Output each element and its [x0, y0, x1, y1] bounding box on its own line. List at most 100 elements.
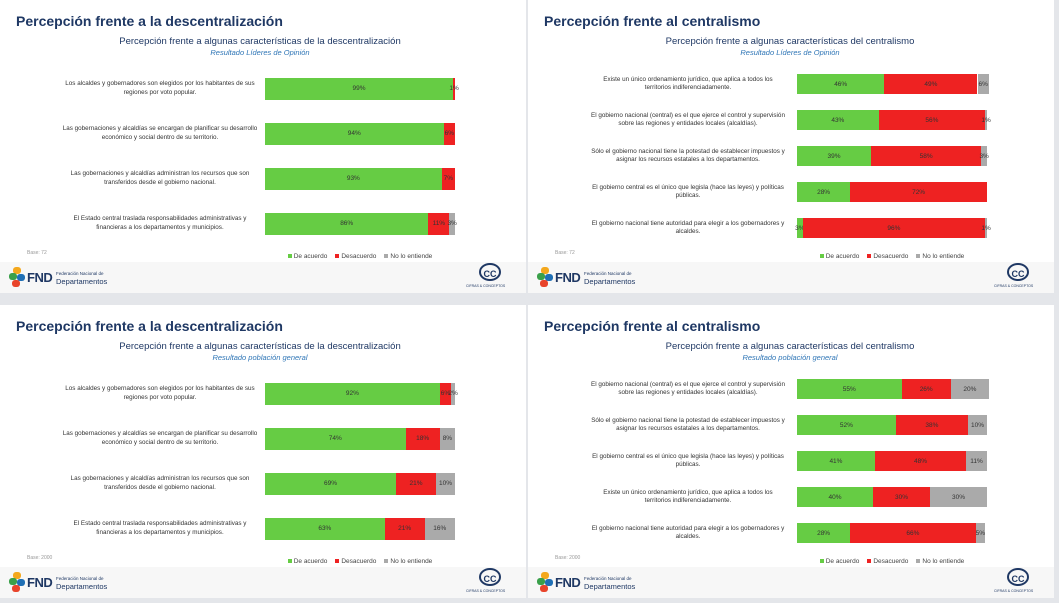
slide: Percepción frente a la descentralización… — [0, 305, 526, 598]
category-label: El gobierno central es el único que legi… — [592, 183, 784, 200]
legend-text: No lo entiende — [922, 558, 965, 565]
category-label: Las gobernaciones y alcaldías se encarga… — [62, 125, 258, 141]
legend-item: Desacuerdo — [335, 558, 376, 565]
chart-note: Resultado Líderes de Opinión — [210, 48, 310, 57]
data-label: 99% — [352, 85, 366, 92]
data-label: 21% — [409, 480, 423, 487]
bar-segment: 93% — [265, 167, 442, 190]
data-label: 6% — [440, 390, 451, 397]
bar-segment: 10% — [968, 415, 987, 435]
bar-segment: 49% — [884, 74, 978, 94]
bar-segment: 18% — [405, 427, 440, 450]
legend: De acuerdo Desacuerdo No lo entiende — [205, 558, 515, 565]
bar-segment: 38% — [895, 415, 968, 435]
data-label: 1% — [981, 224, 991, 232]
fnd-icon — [537, 267, 553, 287]
footer: FND Federación Nacional de Departamentos CC… — [0, 567, 526, 598]
legend: De acuerdo Desacuerdo No lo entiende — [737, 253, 1047, 260]
bar-segment: 3% — [447, 212, 457, 235]
bar-segment: 28% — [797, 182, 851, 202]
data-label: 52% — [839, 421, 853, 429]
bar-segment: 74% — [265, 427, 406, 450]
icon-part — [9, 273, 17, 280]
icon-part — [13, 572, 21, 579]
fnd-abbr: FND — [555, 270, 581, 285]
data-label: 6% — [978, 80, 988, 88]
bar-segment: 1% — [981, 110, 991, 130]
base-note: Base: 2000 — [27, 555, 53, 561]
category-label: El gobierno nacional (central) es el que… — [591, 111, 785, 128]
fnd-abbr: FND — [555, 575, 581, 590]
data-label: 63% — [318, 525, 332, 532]
legend-swatch — [916, 559, 921, 564]
fnd-big: Departamentos — [56, 277, 108, 286]
icon-part — [540, 280, 548, 287]
data-label: 2% — [448, 390, 458, 397]
data-label: 10% — [438, 480, 452, 487]
cc-mark: CC — [1007, 568, 1029, 586]
bar-segment: 43% — [797, 110, 879, 130]
data-label: 3% — [795, 224, 805, 232]
legend-item: Desacuerdo — [335, 253, 376, 260]
fnd-small: Federación Nacional de — [56, 271, 104, 276]
category-label: Sólo el gobierno nacional tiene la potes… — [591, 416, 785, 433]
data-label: 43% — [831, 116, 845, 124]
legend-swatch — [819, 559, 824, 564]
bar-segment: 6% — [443, 122, 455, 145]
cc-name: CIFRAS & CONCEPTOS — [994, 589, 1034, 593]
bar-segment: 72% — [850, 182, 987, 202]
data-label: 69% — [324, 480, 338, 487]
bar-segment: 92% — [265, 382, 440, 405]
slide-title: Percepción frente al centralismo — [544, 318, 761, 334]
slide-title: Percepción frente al centralismo — [544, 13, 761, 29]
bar-segment: 39% — [797, 146, 872, 166]
bar-segment: 26% — [901, 379, 951, 399]
fnd-icon — [9, 572, 25, 592]
category-label: El gobierno nacional (central) es el que… — [591, 380, 785, 397]
bar-segment: 11% — [428, 212, 450, 235]
category-label: El Estado central traslada responsabilid… — [73, 215, 247, 231]
bar-segment: 3% — [979, 146, 989, 166]
legend-swatch — [384, 254, 389, 259]
category-label: Sólo el gobierno nacional tiene la potes… — [591, 147, 785, 164]
data-label: 26% — [919, 385, 933, 393]
category-label: El gobierno nacional tiene autoridad par… — [591, 219, 785, 236]
legend-text: Desacuerdo — [341, 558, 377, 565]
fnd-big: Departamentos — [584, 277, 636, 286]
legend-item: Desacuerdo — [867, 558, 908, 565]
slide: Percepción frente al centralismo Percepci… — [528, 0, 1054, 293]
fnd-abbr: FND — [27, 575, 53, 590]
legend-swatch — [335, 559, 340, 564]
bar-segment: 21% — [396, 472, 436, 495]
legend-swatch — [819, 254, 824, 259]
bar-segment: 30% — [930, 487, 987, 507]
cc-name: CIFRAS & CONCEPTOS — [466, 589, 506, 593]
data-label: 28% — [817, 529, 831, 537]
category-label: Existe un único ordenamiento jurídico, q… — [603, 488, 773, 505]
chart-note: Resultado población general — [212, 353, 308, 362]
legend-text: De acuerdo — [293, 558, 328, 565]
bar-segment: 58% — [871, 146, 982, 166]
bar-segment: 5% — [975, 523, 986, 543]
icon-part — [13, 267, 21, 274]
cc-mark: CC — [479, 263, 501, 281]
chart-subtitle: Percepción frente a algunas característi… — [119, 36, 401, 47]
data-label: 46% — [834, 80, 848, 88]
bar-segment: 48% — [874, 451, 967, 471]
fnd-icon — [537, 572, 553, 592]
base-note: Base: 2000 — [555, 555, 581, 561]
legend-text: Desacuerdo — [341, 253, 377, 260]
icon-part — [545, 579, 553, 586]
data-label: 1% — [449, 85, 459, 92]
data-label: 20% — [963, 385, 977, 393]
legend-item: No lo entiende — [384, 253, 432, 260]
legend-item: De acuerdo — [819, 558, 859, 565]
data-label: 92% — [345, 390, 359, 397]
bar-segment: 21% — [384, 517, 425, 540]
footer: FND Federación Nacional de Departamentos CC… — [528, 567, 1054, 598]
legend-text: No lo entiende — [922, 253, 965, 260]
bar-segment: 7% — [441, 167, 455, 190]
category-label: Existe un único ordenamiento jurídico, q… — [603, 75, 773, 92]
data-label: 5% — [975, 529, 986, 537]
category-label: El Estado central traslada responsabilid… — [73, 520, 247, 536]
